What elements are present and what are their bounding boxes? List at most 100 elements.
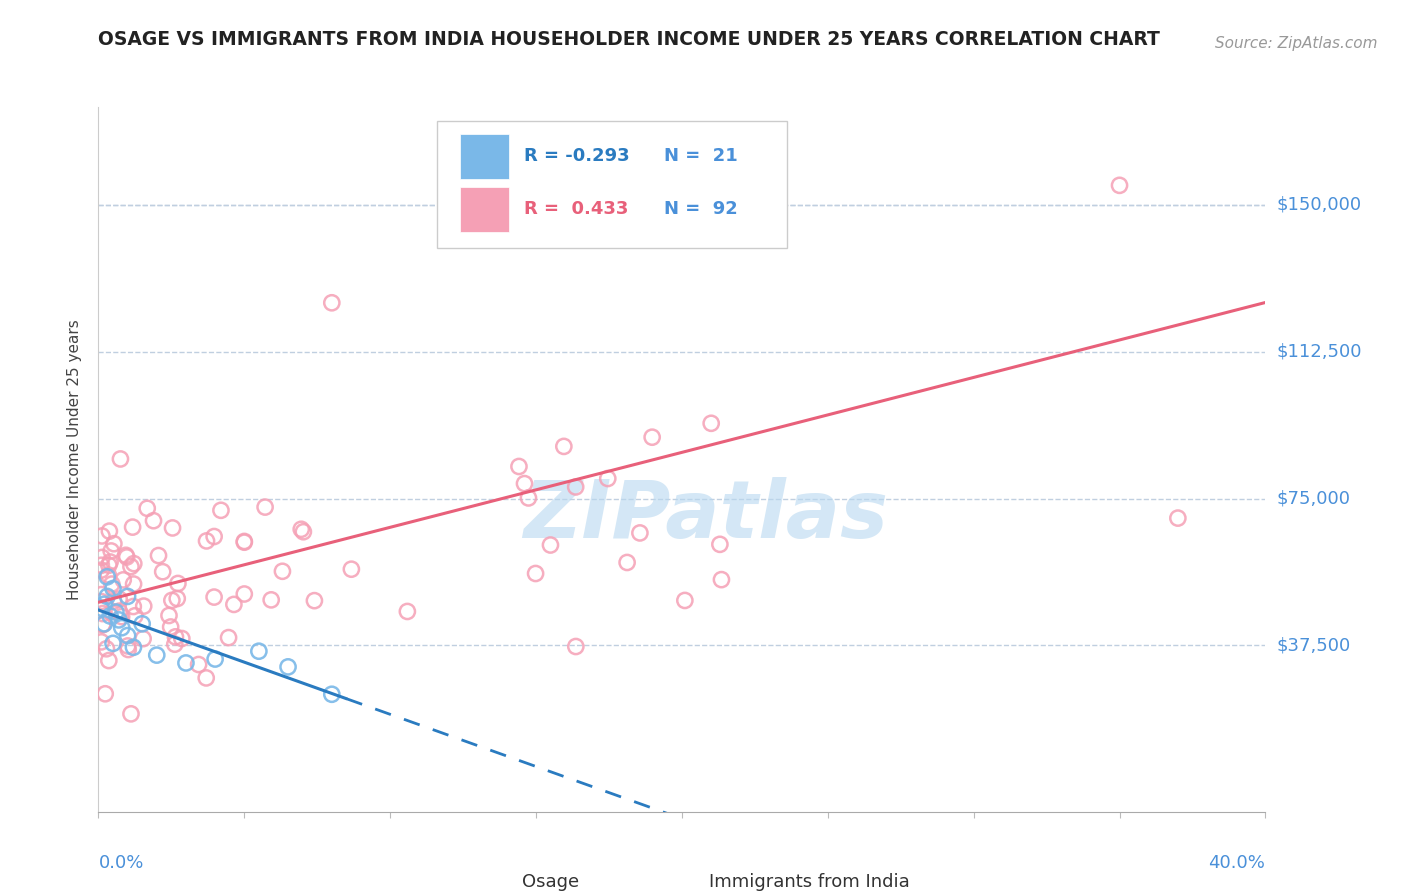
Point	[321, 687, 343, 701]
Point	[111, 609, 134, 624]
Point	[90, 635, 112, 649]
Point	[160, 593, 183, 607]
Point	[90, 563, 112, 577]
Point	[110, 452, 132, 467]
Point	[290, 522, 312, 536]
Text: R = -0.293: R = -0.293	[524, 147, 630, 165]
Point	[195, 533, 218, 548]
Point	[540, 538, 562, 552]
Point	[103, 594, 125, 608]
Point	[131, 616, 153, 631]
Point	[553, 439, 575, 453]
Point	[174, 656, 197, 670]
Point	[396, 604, 419, 618]
Point	[122, 640, 145, 655]
Point	[142, 514, 165, 528]
Point	[152, 565, 174, 579]
Point	[233, 587, 256, 601]
FancyBboxPatch shape	[460, 134, 509, 179]
Text: N =  92: N = 92	[665, 200, 738, 219]
Point	[209, 503, 232, 517]
Point	[165, 630, 187, 644]
Point	[100, 544, 122, 558]
Point	[122, 599, 145, 614]
Point	[115, 549, 138, 563]
Text: $112,500: $112,500	[1277, 343, 1362, 360]
Point	[517, 491, 540, 505]
Point	[132, 599, 155, 613]
Point	[218, 631, 240, 645]
Point	[260, 592, 283, 607]
Point	[673, 593, 696, 607]
Point	[233, 535, 256, 549]
FancyBboxPatch shape	[470, 867, 515, 892]
Point	[115, 549, 138, 564]
Point	[90, 558, 112, 573]
Point	[204, 652, 226, 666]
Point	[97, 654, 120, 668]
Point	[98, 555, 121, 569]
Point	[90, 594, 112, 608]
Point	[120, 706, 142, 721]
Point	[104, 605, 127, 619]
Point	[233, 534, 256, 549]
Point	[202, 590, 225, 604]
Point	[108, 613, 131, 627]
Point	[111, 621, 134, 635]
Point	[170, 632, 193, 646]
Point	[96, 570, 118, 584]
Text: $37,500: $37,500	[1277, 636, 1351, 655]
Text: $75,000: $75,000	[1277, 490, 1351, 508]
Point	[122, 557, 145, 571]
Point	[564, 480, 586, 494]
Point	[117, 590, 139, 604]
Point	[710, 573, 733, 587]
Point	[616, 556, 638, 570]
Point	[93, 597, 115, 611]
Point	[495, 159, 517, 173]
Point	[596, 471, 619, 485]
Point	[96, 641, 118, 656]
Point	[93, 616, 115, 631]
Text: 0.0%: 0.0%	[98, 854, 143, 872]
Text: ZIPatlas: ZIPatlas	[523, 476, 887, 555]
Point	[108, 592, 131, 607]
Point	[166, 591, 188, 606]
Point	[254, 500, 277, 514]
Point	[117, 642, 139, 657]
Point	[148, 549, 170, 563]
FancyBboxPatch shape	[460, 186, 509, 232]
Text: 40.0%: 40.0%	[1209, 854, 1265, 872]
Point	[120, 559, 142, 574]
Point	[122, 577, 145, 591]
FancyBboxPatch shape	[657, 867, 702, 892]
Point	[513, 476, 536, 491]
Point	[187, 657, 209, 672]
Point	[112, 573, 135, 587]
Point	[94, 687, 117, 701]
Text: R =  0.433: R = 0.433	[524, 200, 628, 219]
Point	[91, 550, 114, 565]
Y-axis label: Householder Income Under 25 years: Householder Income Under 25 years	[67, 319, 83, 599]
Text: $150,000: $150,000	[1277, 196, 1361, 214]
Point	[524, 566, 547, 581]
Point	[292, 524, 315, 539]
Point	[167, 576, 190, 591]
Point	[132, 632, 155, 646]
Point	[124, 608, 146, 623]
Point	[103, 537, 125, 551]
Point	[508, 459, 530, 474]
Text: N =  21: N = 21	[665, 147, 738, 165]
Point	[97, 558, 120, 573]
Point	[195, 671, 218, 685]
Point	[222, 598, 245, 612]
Point	[101, 577, 124, 591]
FancyBboxPatch shape	[437, 121, 787, 248]
Point	[565, 640, 588, 654]
Text: Osage: Osage	[522, 873, 579, 891]
Point	[91, 617, 114, 632]
Point	[304, 593, 326, 607]
Point	[641, 430, 664, 444]
Point	[91, 617, 114, 632]
Point	[96, 590, 118, 604]
